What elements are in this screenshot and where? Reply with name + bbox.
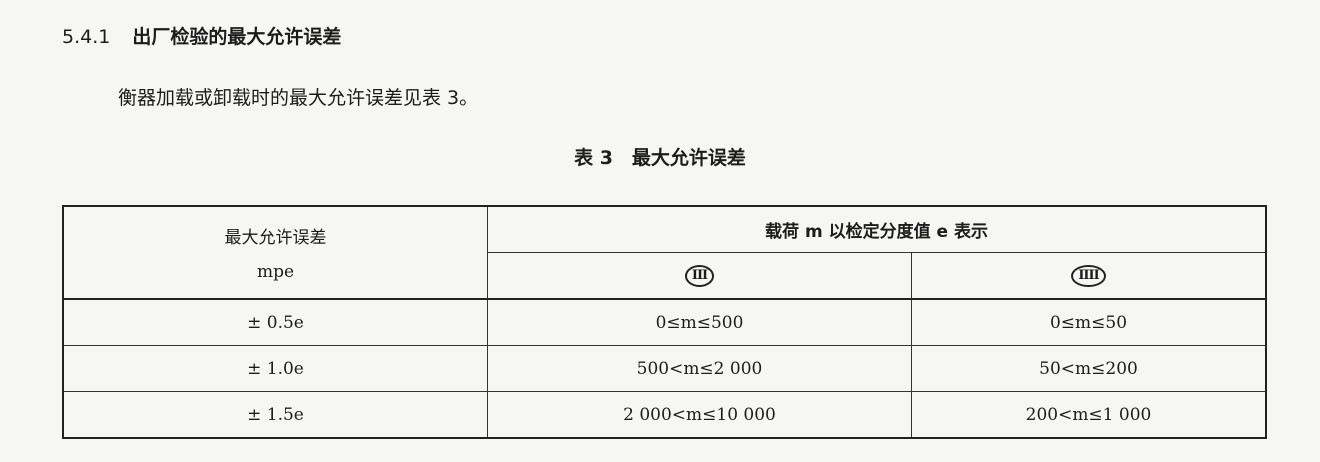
cell-mpe: ± 0.5e: [62, 298, 488, 346]
header-load: 载荷 m 以检定分度值 e 表示: [487, 205, 1267, 253]
section-title: 出厂检验的最大允许误差: [132, 26, 342, 48]
cell-class4: 50<m≤200: [911, 345, 1267, 392]
header-mpe-label: 最大允许误差: [224, 228, 327, 248]
section-heading: 5.4.1 出厂检验的最大允许误差: [62, 22, 341, 49]
cell-mpe: ± 1.0e: [62, 345, 488, 392]
header-class-3: III: [487, 252, 912, 300]
table-row: ± 1.0e 500<m≤2 000 50<m≤200: [62, 345, 1267, 392]
table-row: ± 0.5e 0≤m≤500 0≤m≤50: [62, 298, 1267, 346]
paragraph: 衡器加载或卸载时的最大允许误差见表 3。: [118, 87, 479, 109]
accuracy-class-III-icon: III: [684, 265, 715, 287]
cell-class4: 0≤m≤50: [911, 298, 1267, 346]
cell-class3: 0≤m≤500: [487, 298, 912, 346]
accuracy-class-IIII-icon: IIII: [1071, 265, 1106, 287]
table-row: ± 1.5e 2 000<m≤10 000 200<m≤1 000: [62, 391, 1267, 439]
cell-class4: 200<m≤1 000: [911, 391, 1267, 439]
mpe-table: 最大允许误差 mpe 载荷 m 以检定分度值 e 表示 III IIII ± 0…: [62, 205, 1267, 439]
cell-class3: 500<m≤2 000: [487, 345, 912, 392]
cell-class3: 2 000<m≤10 000: [487, 391, 912, 439]
header-mpe-abbr: mpe: [256, 262, 295, 282]
cell-mpe: ± 1.5e: [62, 391, 488, 439]
section-number: 5.4.1: [62, 26, 111, 48]
header-mpe: 最大允许误差 mpe: [62, 205, 488, 300]
table-caption: 表 3 最大允许误差: [574, 147, 746, 169]
header-class-4: IIII: [911, 252, 1267, 300]
